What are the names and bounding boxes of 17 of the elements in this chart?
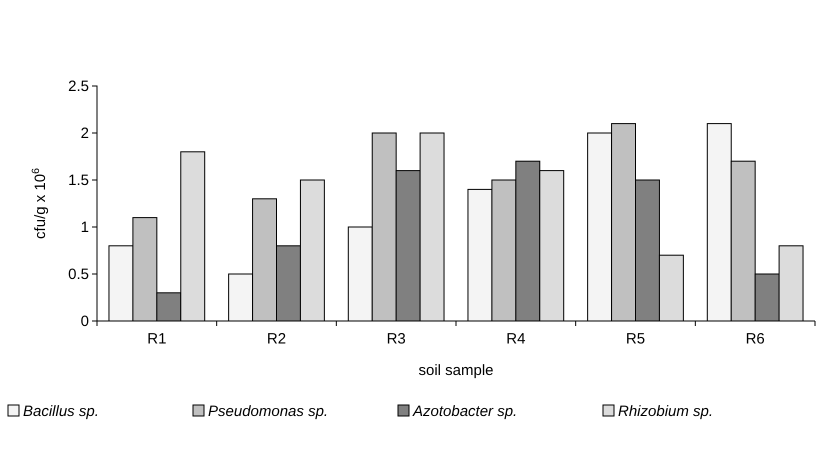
- x-tick-label: R4: [506, 330, 526, 348]
- legend-label: Bacillus sp.: [23, 403, 99, 420]
- x-axis-title: soil sample: [418, 362, 494, 379]
- x-tick-label: R2: [266, 330, 286, 348]
- y-tick-label: 0: [80, 312, 89, 330]
- y-tick-label: 1: [80, 218, 89, 236]
- x-tick-label: R6: [746, 330, 765, 348]
- legend-label: Rhizobium sp.: [618, 403, 714, 420]
- legend-label: Azotobacter sp.: [412, 403, 518, 420]
- y-tick-label: 2: [80, 124, 89, 142]
- y-tick-label: 0.5: [68, 266, 89, 283]
- x-tick-label: R1: [147, 330, 166, 348]
- y-tick-label: 2.5: [68, 78, 89, 95]
- x-tick-label: R5: [626, 330, 646, 348]
- legend-label: Pseudomonas sp.: [208, 403, 328, 420]
- x-tick-label: R3: [386, 330, 406, 348]
- y-tick-label: 1.5: [68, 172, 89, 189]
